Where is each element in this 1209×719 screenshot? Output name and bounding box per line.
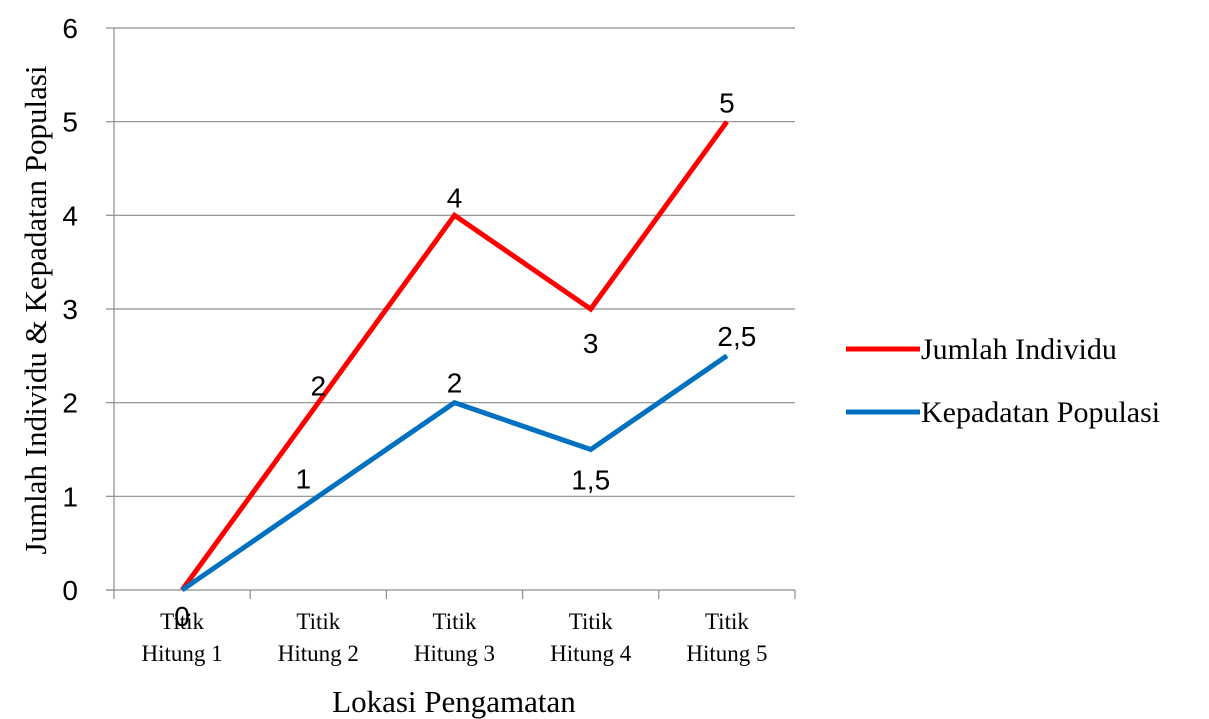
data-label-s0-p1: 2 (311, 371, 327, 402)
x-tick-label-3: Titik Hitung 4 (550, 609, 632, 666)
y-tick-label-6: 6 (62, 13, 78, 44)
data-label-s1-p3: 1,5 (571, 465, 610, 496)
y-tick-label-4: 4 (62, 200, 78, 231)
data-label-s1-p2: 2 (447, 368, 463, 399)
legend: Jumlah Individu Kepadatan Populasi (846, 333, 1160, 429)
data-label-s0-p2: 4 (447, 182, 463, 213)
y-axis-title: Jumlah Individu & Kepadatan Populasi (18, 65, 53, 554)
legend-label-1: Kepadatan Populasi (921, 396, 1160, 429)
data-labels: 0 2 4 3 5 1 2 1,5 2,5 (174, 88, 756, 632)
data-label-s1-p1: 1 (296, 463, 312, 494)
axes: 0 1 2 3 4 5 6 Titik Hitung 1 Titik Hitung 2 Titik Hi… (62, 13, 796, 666)
y-tick-label-3: 3 (62, 294, 78, 325)
series-line-1 (180, 353, 729, 593)
legend-label-0: Jumlah Individu (921, 333, 1117, 366)
y-tick-label-5: 5 (62, 107, 78, 138)
data-label-s0-p3: 3 (583, 328, 599, 359)
data-label-s0-p0: 0 (174, 601, 190, 632)
x-tick-label-0: Titik Hitung 1 (142, 609, 223, 666)
data-label-s0-p4: 5 (719, 88, 735, 119)
series-line-0 (180, 120, 729, 592)
gridlines (114, 27, 795, 497)
y-tick-label-0: 0 (62, 575, 78, 606)
series-lines (180, 120, 729, 593)
x-tick-label-1: Titik Hitung 2 (278, 609, 359, 666)
y-tick-label-2: 2 (62, 388, 78, 419)
x-axis-title: Lokasi Pengamatan (332, 684, 576, 719)
x-tick-label-2: Titik Hitung 3 (414, 609, 495, 666)
x-tick-label-4: Titik Hitung 5 (686, 609, 767, 666)
data-label-s1-p4: 2,5 (717, 321, 756, 352)
y-tick-label-1: 1 (62, 481, 78, 512)
